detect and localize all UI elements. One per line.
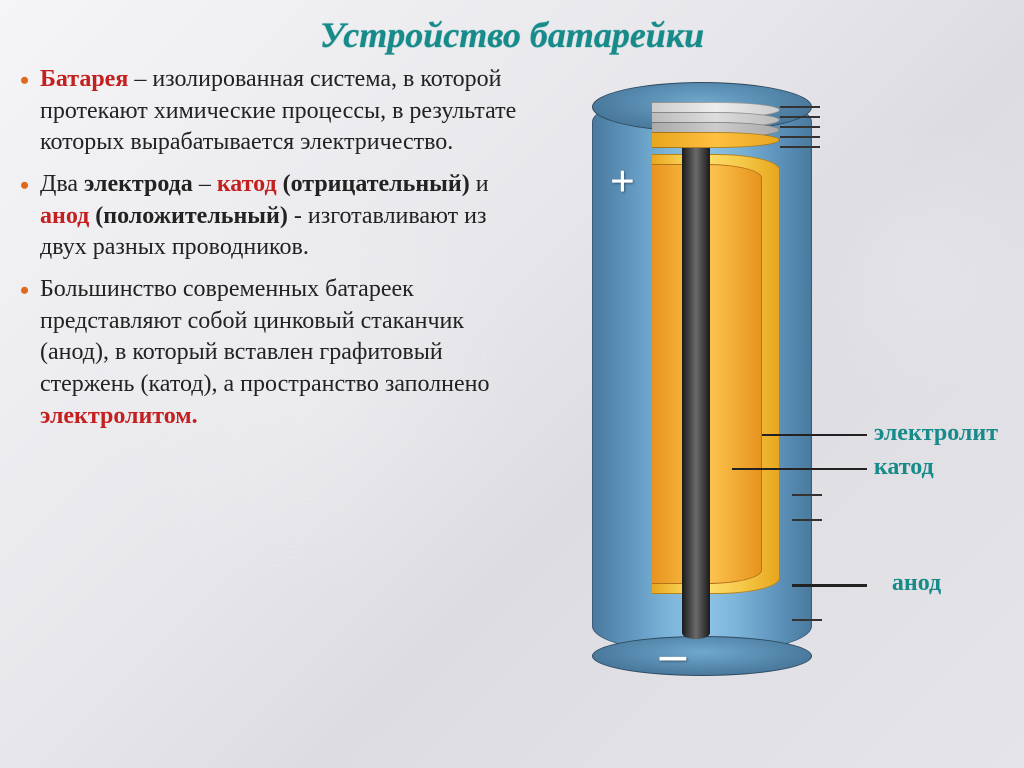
leader-line [780, 106, 820, 108]
leader-line [792, 519, 822, 521]
diagram-column: + – электролит катод анод [532, 64, 1010, 442]
leader-line [780, 126, 820, 128]
leader-line [792, 494, 822, 496]
bullet-2: Два электрода – катод (отрицательный) и … [14, 169, 522, 264]
graphite-rod [682, 104, 710, 639]
leader-line [780, 146, 820, 148]
label-anode: анод [892, 570, 941, 597]
label-cathode: катод [874, 454, 934, 481]
leader-anode [792, 584, 867, 587]
leader-cathode [732, 468, 867, 470]
battery-top-layers [652, 94, 812, 154]
leader-line [780, 136, 820, 138]
content-area: Батарея – изолированная система, в котор… [0, 64, 1024, 442]
minus-symbol: – [660, 645, 686, 666]
layer-4 [652, 132, 780, 148]
leader-line [792, 619, 822, 621]
label-electrolyte: электролит [874, 420, 998, 447]
bullet-3: Большинство современных батареек предста… [14, 274, 522, 432]
battery-diagram: + – электролит катод анод [592, 64, 882, 684]
battery-cutaway [652, 104, 812, 649]
leader-line [780, 116, 820, 118]
text-column: Батарея – изолированная система, в котор… [14, 64, 532, 442]
leader-electrolyte [762, 434, 867, 436]
bullet-1: Батарея – изолированная система, в котор… [14, 64, 522, 159]
bullet-list: Батарея – изолированная система, в котор… [14, 64, 522, 432]
term-battery: Батарея [40, 66, 128, 92]
plus-symbol: + [610, 156, 635, 207]
slide-title: Устройство батарейки [0, 0, 1024, 64]
